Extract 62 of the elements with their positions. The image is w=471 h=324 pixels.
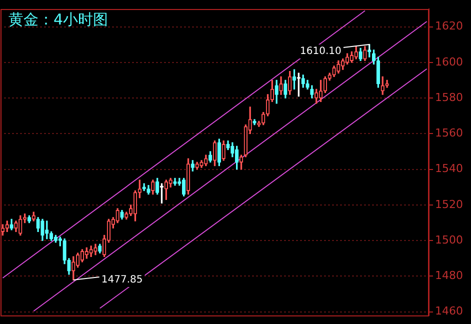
candlestick [45,220,49,240]
candlestick [323,76,328,94]
candlestick [173,178,177,186]
candlestick [151,180,155,195]
candlestick [27,215,32,224]
candlestick [80,249,84,262]
candlestick [142,183,146,192]
candlestick [252,119,256,126]
candlestick [318,80,323,102]
candlestick [363,46,367,61]
candlestick [336,60,340,74]
candlestick [306,80,310,90]
candlestick [94,244,98,256]
candlestick [262,112,266,126]
candlestick [310,85,314,98]
candlestick [133,190,138,222]
y-tick-label: 1600 [435,55,464,68]
candlestick [54,234,58,243]
candlestick [72,256,76,280]
candlestick [76,252,80,268]
annotation: 1610.10 [300,46,342,58]
candlestick [190,160,194,172]
candlestick [358,48,362,61]
candlestick [164,180,168,200]
candlestick [332,66,336,78]
annotation: 1477.85 [101,274,143,286]
candlestick [296,72,301,97]
candlestick [89,246,93,257]
candlestick [168,178,172,188]
y-tick-label: 1460 [435,304,464,318]
candlestick [155,178,160,195]
candlestick [40,218,44,241]
candlestick [5,220,9,232]
candlestick [182,178,186,196]
candlestick [18,215,22,236]
candlestick [279,76,283,95]
candlestick [195,162,199,170]
chart-title: 黄金：4小时图 [8,10,108,28]
y-tick-label: 1520 [435,198,464,211]
candlestick [10,218,14,230]
candlestick [200,160,204,168]
candlestick [226,140,230,150]
candlestick [124,212,128,220]
y-tick-label: 1500 [435,233,464,246]
candlestick [284,80,288,98]
y-tick-label: 1540 [435,162,464,176]
candlestick [257,120,261,127]
candlestick [36,217,40,232]
y-tick-label: 1580 [435,90,464,104]
y-tick-label: 1620 [435,20,464,33]
candlestick [14,220,18,232]
candlestick [116,208,120,224]
candlestick [146,185,150,195]
candlestick [328,72,332,81]
candlestick [288,71,292,95]
y-tick-label: 1480 [435,269,464,282]
candlestick [222,140,226,161]
candlestick [120,210,124,220]
candlestick [138,180,142,198]
candlestick [186,158,190,195]
candlestick [385,80,389,88]
y-tick-label: 1560 [435,126,464,140]
